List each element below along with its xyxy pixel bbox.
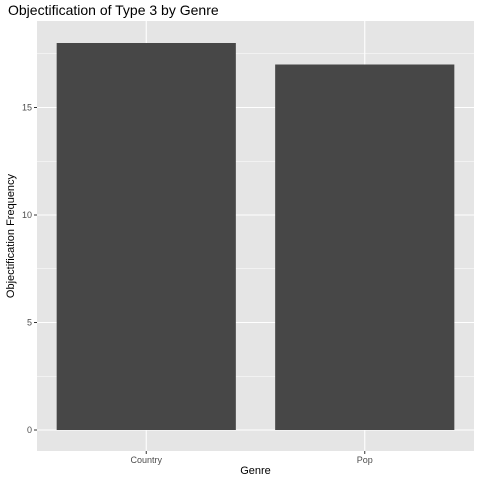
bars-layer xyxy=(56,43,455,430)
bar-country xyxy=(56,43,236,430)
bar-pop xyxy=(275,64,455,430)
y-tick-label: 10 xyxy=(22,210,32,220)
x-tick-label: Pop xyxy=(357,455,373,465)
y-tick-label: 15 xyxy=(22,103,32,113)
y-tick-label: 0 xyxy=(27,425,32,435)
y-axis-title: Objectification Frequency xyxy=(5,173,17,298)
y-tick-label: 5 xyxy=(27,318,32,328)
x-axis: Country Pop xyxy=(130,451,373,465)
chart-title: Objectification of Type 3 by Genre xyxy=(8,2,219,18)
y-axis: 0 5 10 15 xyxy=(22,103,37,435)
x-tick-label: Country xyxy=(130,455,162,465)
x-axis-title: Genre xyxy=(240,465,271,477)
